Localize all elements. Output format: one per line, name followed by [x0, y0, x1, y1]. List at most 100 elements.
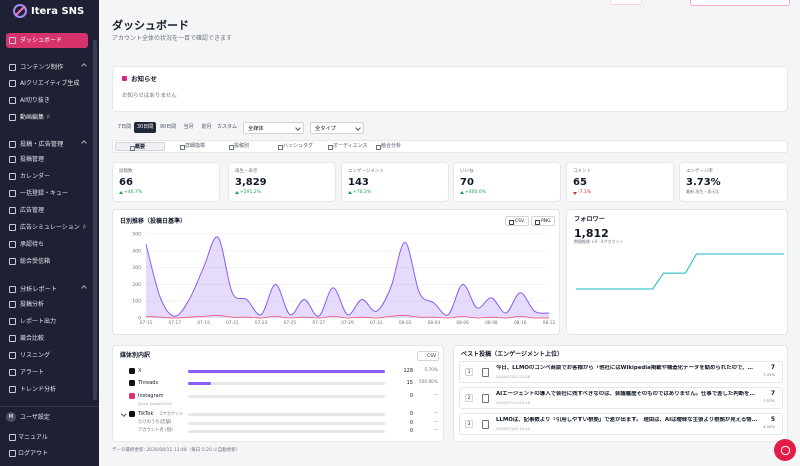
tab-label[interactable]: オーディエンス	[333, 143, 368, 150]
post-date: 2026/07/26 10:20	[496, 425, 531, 431]
button-label[interactable]: CSV	[515, 218, 525, 224]
tab[interactable]: 競合分析	[365, 142, 409, 151]
best-title: ベスト投稿（エンゲージメント上位）	[461, 351, 564, 359]
nav-item[interactable]: ダッシュボード	[20, 37, 63, 45]
post-value: 7	[770, 390, 775, 397]
x-tick-label: 07-25	[284, 320, 297, 326]
nav-icon	[9, 190, 16, 197]
nav-active-bg[interactable]	[6, 33, 88, 48]
nav-icon	[9, 173, 16, 180]
nav-item[interactable]: 一括登録・キュー	[20, 190, 69, 198]
y-tick-label: 500	[132, 232, 141, 238]
nav-section-title[interactable]: 投稿・広告管理	[20, 140, 64, 148]
kpi-arrow	[460, 191, 464, 194]
bar-track	[188, 381, 385, 385]
media-share: —	[433, 427, 438, 433]
button-label[interactable]: PNG	[541, 218, 551, 224]
nav-item[interactable]: カレンダー	[20, 173, 51, 181]
top-button[interactable]	[690, 0, 790, 6]
nav-icon	[9, 224, 16, 231]
nav-item[interactable]: 広告シミュレーション	[20, 224, 80, 232]
notice-icon	[122, 76, 127, 81]
period-button[interactable]: 90日間	[159, 124, 177, 130]
tab[interactable]: 詳細指標	[167, 142, 215, 151]
logo-ring	[13, 4, 27, 18]
period-button[interactable]: 7日間	[117, 124, 132, 130]
tab-label[interactable]: 競合分析	[381, 143, 402, 150]
series-line	[145, 315, 549, 319]
tab[interactable]: オーディエンス	[315, 142, 368, 151]
nav-item[interactable]: ユーザ設定	[20, 414, 50, 422]
period-button[interactable]: カスタム	[216, 124, 237, 130]
media-card: 媒体別内訳 CSV X 128 5.70% Threads 15 500.00% Instagr…	[112, 345, 444, 442]
chart-button[interactable]: PNG	[531, 216, 555, 226]
media-value: 0	[409, 410, 413, 417]
kpi-delta: +591.2%	[240, 190, 261, 196]
doc-icon	[482, 368, 489, 377]
nav-item[interactable]: 投稿分析	[20, 301, 45, 309]
post-row[interactable]: 1 今日、LLMOのコンペ商談でお客様から「他社にはWikipedia掲載や構造化…	[459, 361, 783, 383]
chat-button[interactable]	[774, 439, 796, 461]
nav-item[interactable]: ログアウト	[18, 450, 49, 458]
kpi-value: 65	[573, 176, 587, 188]
tab-label[interactable]: 投稿別	[234, 143, 250, 150]
tab-label[interactable]: 概要	[135, 144, 146, 151]
tab[interactable]: 概要	[115, 142, 165, 151]
nav-item[interactable]: アラート	[20, 369, 45, 377]
button-label[interactable]: CSV	[427, 353, 437, 359]
chart-button[interactable]: CSV	[505, 216, 529, 226]
select-label: 全媒体	[248, 126, 264, 133]
nav-item[interactable]: 広告管理	[20, 207, 45, 215]
top-button[interactable]	[610, 0, 642, 5]
x-tick-label: 08-12	[543, 320, 556, 326]
nav-icon	[9, 352, 16, 359]
best-posts-card: ベスト投稿（エンゲージメント上位） 1 今日、LLMOのコンペ商談でお客様から「他社…	[453, 345, 788, 442]
csv-button[interactable]: CSV	[417, 351, 439, 361]
nav-item[interactable]: リスニング	[20, 352, 51, 360]
y-tick-label: 0	[138, 316, 141, 322]
sidebar: Itera SNS ダッシュボード コンテンツ制作 AIクリエイティブ生成 AI切り抜き…	[0, 0, 99, 466]
nav-icon	[9, 156, 16, 163]
platform-name: Threads	[138, 379, 159, 386]
nav-item[interactable]: 総合受信箱	[20, 258, 51, 266]
tab-label[interactable]: ハッシュタグ	[283, 143, 314, 150]
post-rate: 7.07%	[762, 398, 775, 403]
tab-label[interactable]: 詳細指標	[185, 143, 206, 150]
nav-icon	[9, 97, 16, 104]
series-area	[146, 236, 549, 318]
kpi-delta: +46.7%	[124, 190, 143, 196]
nav-item[interactable]: AI切り抜き	[20, 97, 50, 105]
period-button[interactable]: 前月	[201, 124, 212, 130]
select[interactable]: 全媒体	[243, 122, 304, 134]
period-button[interactable]: 30日間	[134, 122, 156, 133]
followers-value: 1,812	[574, 226, 609, 240]
nav-item[interactable]: 承認待ち	[20, 241, 45, 249]
nav-item[interactable]: AIクリエイティブ生成	[20, 80, 80, 88]
kpi-value: 3,829	[235, 176, 267, 188]
platform-name: TikTok	[138, 410, 154, 417]
post-row[interactable]: 2 AIエージェントの導入で会社に残すべきなのは、会議履歴そのものではありません。…	[459, 387, 783, 409]
nav-item[interactable]: 投稿管理	[20, 156, 45, 164]
period-button[interactable]: 当月	[183, 124, 194, 130]
nav-item[interactable]: レポート出力	[20, 318, 57, 326]
nav-section-title[interactable]: 分析レポート	[20, 285, 58, 293]
button-icon	[509, 219, 514, 225]
nav-item[interactable]: トレンド分析	[20, 386, 57, 394]
tab[interactable]: ハッシュタグ	[265, 142, 313, 151]
nav-item[interactable]: マニュアル	[18, 434, 48, 442]
nav-item[interactable]: 競合比較	[20, 335, 45, 343]
nav-icon	[9, 450, 16, 457]
nav-section-title[interactable]: コンテンツ制作	[20, 63, 64, 71]
tab[interactable]: 投稿別	[217, 142, 263, 151]
doc-icon	[482, 394, 489, 403]
post-date: 2026/07/14 00:16	[496, 399, 531, 405]
select[interactable]: 全タイプ	[310, 122, 364, 134]
nav-icon	[9, 80, 16, 87]
bar	[188, 369, 385, 373]
y-tick-label: 200	[132, 282, 141, 288]
chevron	[81, 63, 87, 69]
post-row[interactable]: 3 LLMOは、記事数より「引用しやすい根拠」で差が出ます。 理由は、AIは曖昧な…	[459, 413, 783, 435]
nav-icon	[9, 37, 16, 44]
nav-item[interactable]: 動画編集	[20, 114, 45, 122]
